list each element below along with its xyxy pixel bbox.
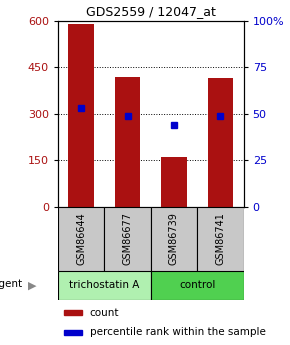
Text: trichostatin A: trichostatin A [69,280,139,290]
Text: ▶: ▶ [28,280,36,290]
Bar [64,310,82,315]
Bar [68,24,94,207]
Title: GDS2559 / 12047_at: GDS2559 / 12047_at [86,5,216,18]
Bar [104,207,151,271]
Text: GSM86644: GSM86644 [76,213,86,265]
Bar [197,207,244,271]
Bar [115,77,140,207]
Bar [64,330,82,335]
Text: count: count [90,308,119,318]
Bar [151,271,244,300]
Text: GSM86739: GSM86739 [169,213,179,265]
Text: control: control [179,280,215,290]
Bar [151,207,197,271]
Text: GSM86677: GSM86677 [123,213,133,265]
Text: GSM86741: GSM86741 [215,213,225,265]
Bar [161,157,187,207]
Text: agent: agent [0,279,22,289]
Text: percentile rank within the sample: percentile rank within the sample [90,327,265,337]
Bar [208,78,233,207]
Bar [58,271,151,300]
Bar [58,207,104,271]
